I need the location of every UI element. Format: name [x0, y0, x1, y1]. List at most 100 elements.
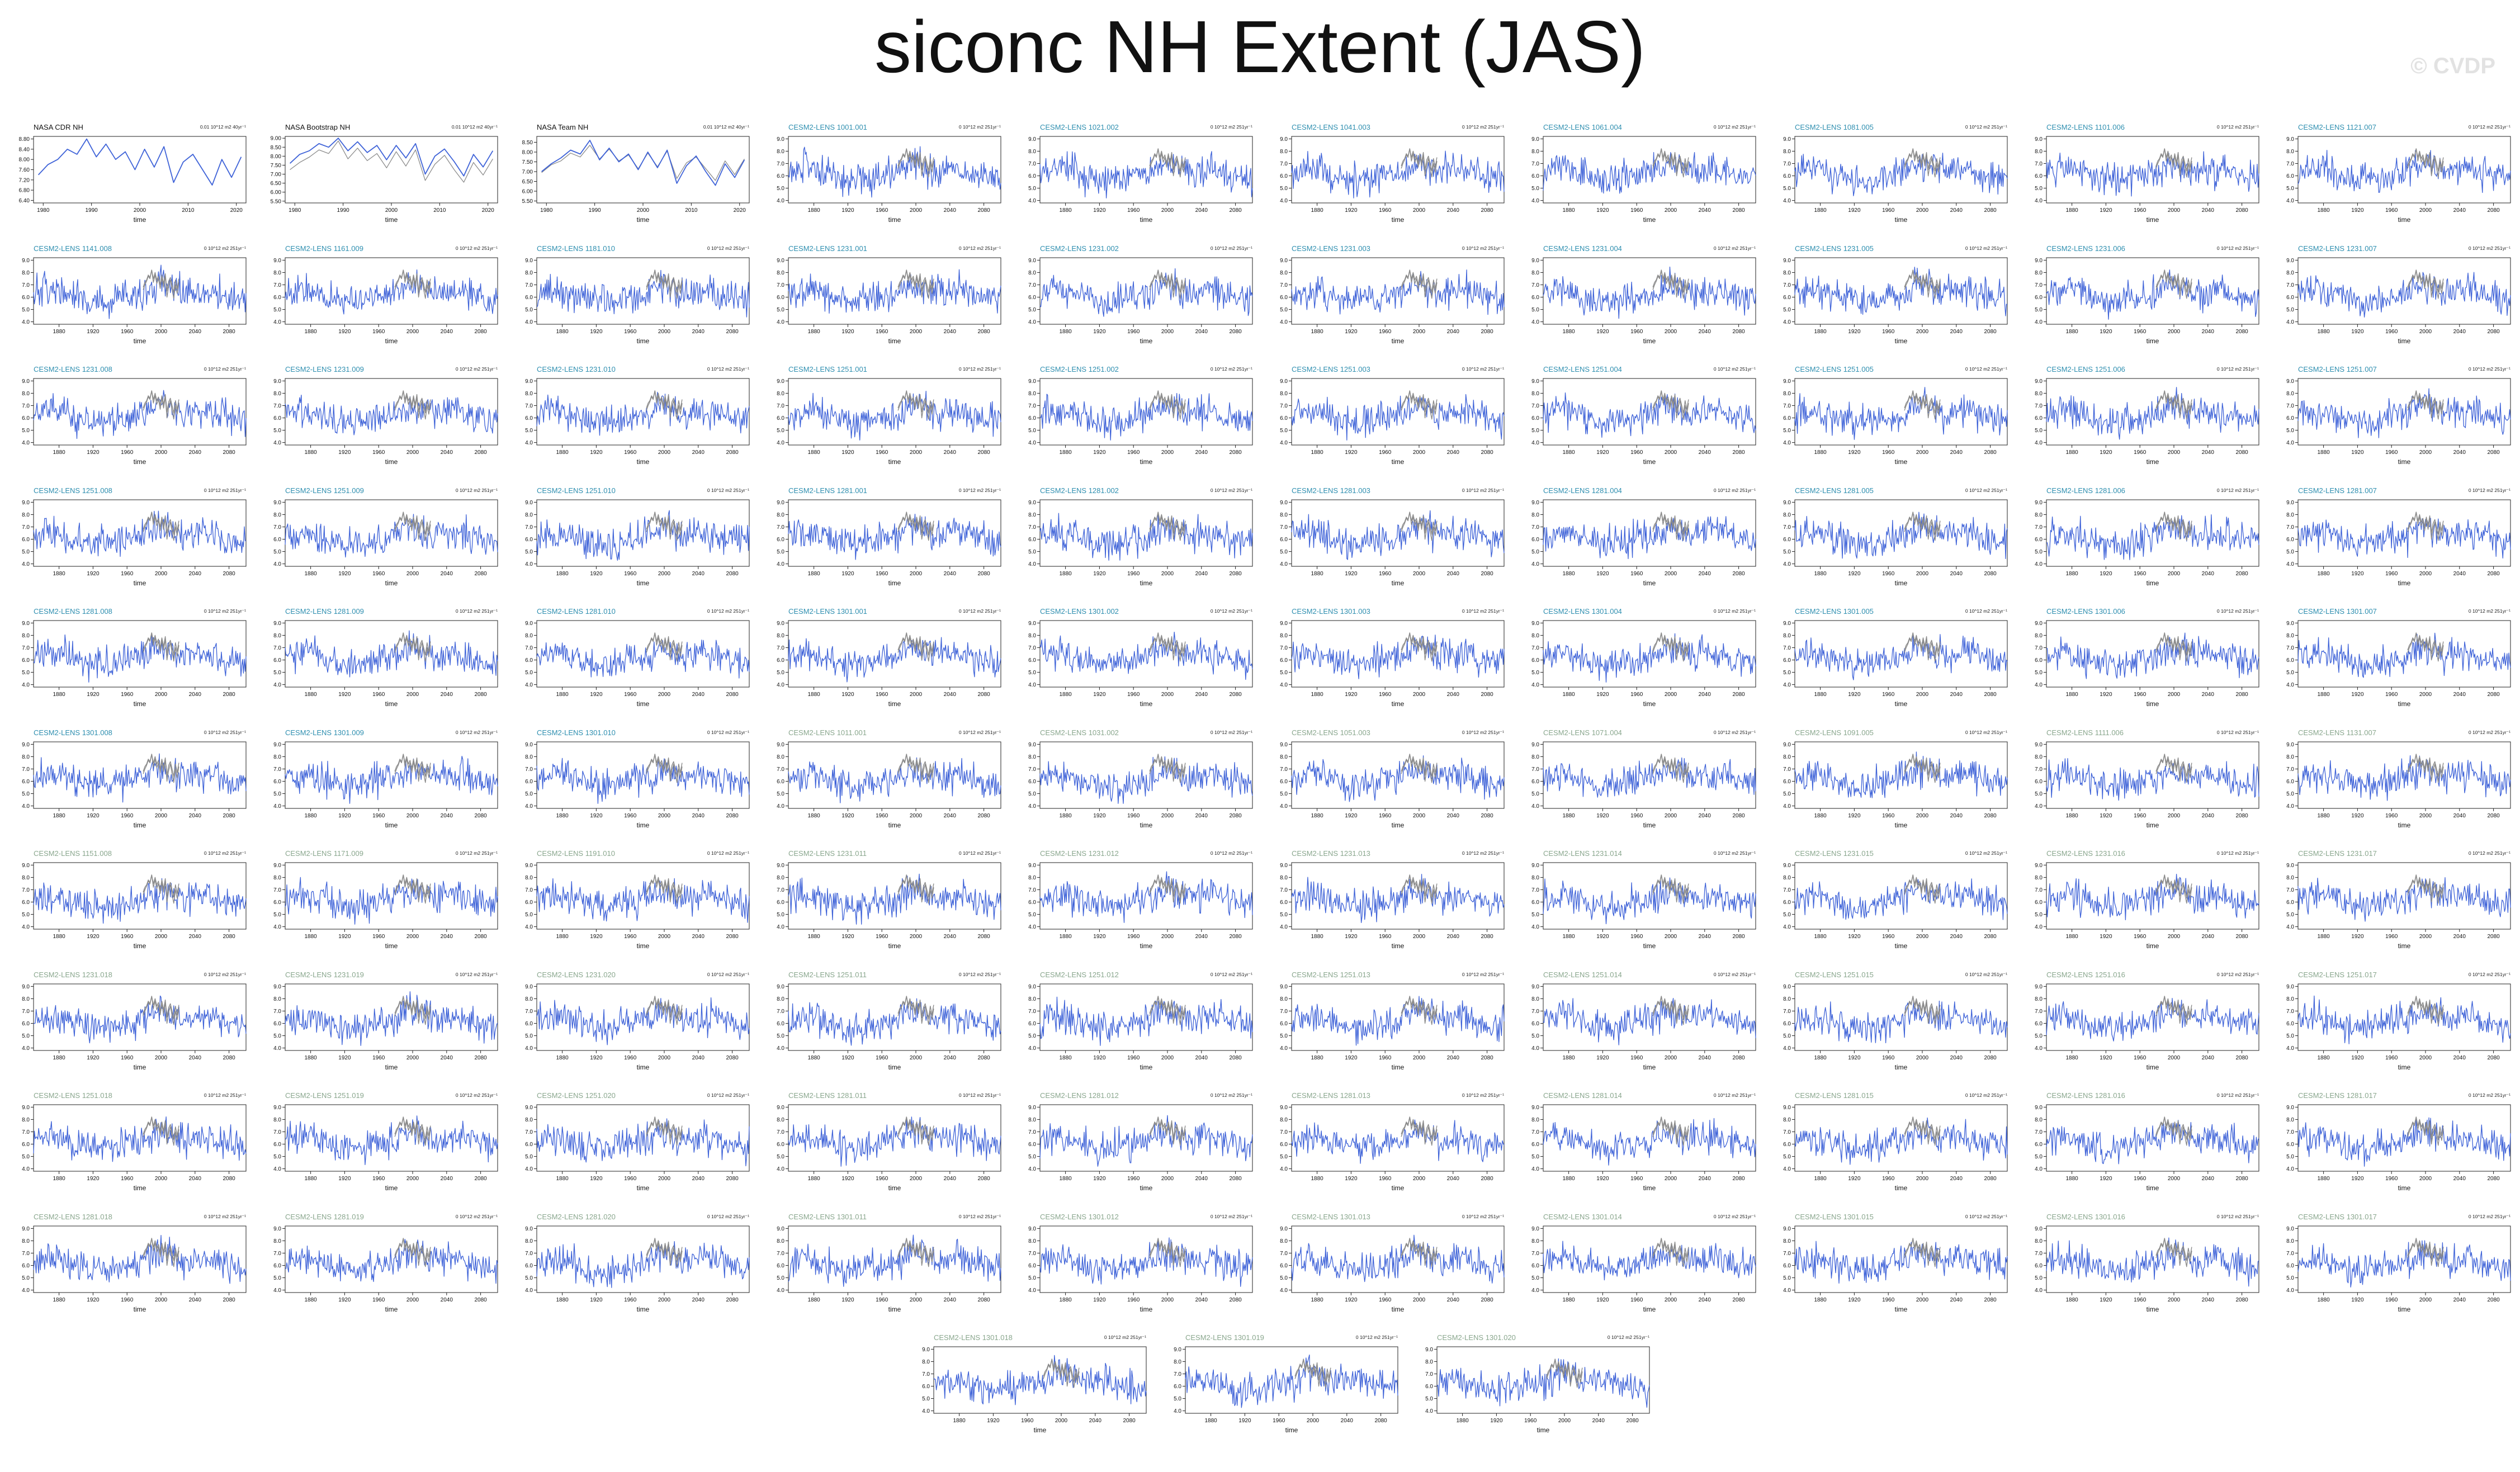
obs-overlay-line — [1904, 995, 1941, 1019]
model-series-line — [2297, 150, 2511, 193]
obs-overlay-line — [1401, 874, 1438, 898]
y-tick-label: 6.0 — [2286, 779, 2294, 785]
y-tick-label: 6.0 — [273, 1021, 281, 1027]
panel-title: CESM2-LENS 1301.019 — [1185, 1333, 1264, 1342]
x-tick-label: 1880 — [2317, 1297, 2330, 1303]
chart-panel: CESM2-LENS 1171.009 0 10^12 m2 251yr⁻¹ 188… — [258, 848, 503, 952]
x-axis-label: time — [637, 579, 650, 587]
y-tick-label: 4.0 — [1280, 440, 1288, 446]
y-tick-label: 7.0 — [1531, 161, 1539, 167]
x-tick-label: 1960 — [1127, 1297, 1140, 1303]
x-tick-label: 2040 — [2202, 1297, 2215, 1303]
chart-panel: CESM2-LENS 1281.008 0 10^12 m2 251yr⁻¹ 188… — [7, 606, 252, 709]
x-tick-label: 1880 — [53, 1055, 65, 1061]
y-tick-label: 4.0 — [1531, 1288, 1539, 1294]
y-tick-label: 4.0 — [2286, 1288, 2294, 1294]
panel-units: 0 10^12 m2 251yr⁻¹ — [204, 487, 246, 493]
y-tick-label: 4.0 — [1280, 682, 1288, 688]
y-tick-label: 8.0 — [1280, 391, 1288, 397]
x-tick-label: 2080 — [1984, 207, 1997, 214]
x-tick-label: 1880 — [807, 813, 820, 819]
y-tick-label: 6.0 — [22, 295, 30, 301]
x-axis-label: time — [385, 1184, 398, 1192]
x-tick-label: 2000 — [1665, 571, 1677, 577]
x-tick-label: 2080 — [1732, 934, 1745, 940]
model-series-line — [1039, 1237, 1253, 1287]
x-tick-label: 2040 — [1447, 692, 1460, 698]
panel-svg: CESM2-LENS 1031.002 0 10^12 m2 251yr⁻¹188… — [1028, 728, 1253, 829]
chart-panel: CESM2-LENS 1301.011 0 10^12 m2 251yr⁻¹ 188… — [762, 1211, 1006, 1315]
y-tick-label: 9.0 — [1531, 499, 1539, 505]
panel-title: CESM2-LENS 1231.002 — [1040, 244, 1119, 253]
x-axis-label: time — [1034, 1426, 1047, 1434]
obs-overlay-line — [394, 995, 431, 1019]
model-series-line — [1543, 997, 1756, 1045]
obs-overlay-line — [1401, 511, 1438, 541]
plot-frame — [285, 1225, 498, 1293]
panel-units: 0 10^12 m2 251yr⁻¹ — [456, 972, 498, 977]
panel-units: 0 10^12 m2 251yr⁻¹ — [1462, 608, 1504, 614]
model-series-line — [1291, 996, 1505, 1045]
obs-overlay-line — [2155, 753, 2192, 783]
plot-frame — [2297, 499, 2511, 566]
panel-svg: NASA Bootstrap NH 0.01 10^12 m2 40yr⁻¹198… — [271, 123, 498, 224]
y-tick-label: 9.0 — [1280, 136, 1288, 143]
y-tick-label: 6.0 — [1280, 415, 1288, 422]
panel-svg: CESM2-LENS 1231.013 0 10^12 m2 251yr⁻¹188… — [1280, 849, 1505, 950]
model-series-line — [536, 878, 750, 923]
x-tick-label: 2080 — [474, 692, 487, 698]
y-tick-label: 4.0 — [1280, 924, 1288, 930]
y-tick-label: 7.0 — [22, 403, 30, 409]
y-tick-label: 4.0 — [273, 561, 281, 567]
y-tick-label: 5.0 — [1028, 1275, 1036, 1281]
x-tick-label: 1880 — [2317, 329, 2330, 335]
obs-overlay-line — [1401, 269, 1438, 299]
panel-svg: CESM2-LENS 1301.018 0 10^12 m2 251yr⁻¹188… — [922, 1333, 1147, 1434]
obs-overlay-line — [1904, 1116, 1941, 1146]
x-tick-label: 1880 — [2317, 1055, 2330, 1061]
x-axis-label: time — [1895, 1063, 1908, 1071]
x-axis-label: time — [385, 337, 398, 345]
plot-frame — [2046, 620, 2259, 688]
x-tick-label: 1920 — [590, 329, 603, 335]
y-tick-label: 8.0 — [2286, 512, 2294, 518]
y-tick-label: 5.0 — [2035, 428, 2043, 434]
x-tick-label: 1880 — [1562, 571, 1575, 577]
model-series-line — [1291, 1234, 1505, 1284]
panel-svg: CESM2-LENS 1081.005 0 10^12 m2 251yr⁻¹188… — [1783, 123, 2008, 224]
obs-overlay-line — [143, 753, 179, 777]
obs-overlay-line — [1652, 148, 1689, 172]
panel-title: CESM2-LENS 1281.004 — [1543, 486, 1622, 495]
x-tick-label: 2040 — [944, 571, 957, 577]
model-series-line — [2297, 995, 2511, 1044]
model-series-line — [788, 873, 1001, 925]
obs-overlay-line — [2155, 269, 2192, 299]
y-tick-label: 4.0 — [2286, 198, 2294, 204]
y-tick-label: 9.0 — [1028, 257, 1036, 263]
x-tick-label: 1880 — [1562, 207, 1575, 214]
x-tick-label: 2040 — [1447, 934, 1460, 940]
x-axis-label: time — [1140, 942, 1153, 950]
panel-title: CESM2-LENS 1231.004 — [1543, 244, 1622, 253]
y-tick-label: 8.0 — [777, 996, 784, 1002]
y-tick-label: 7.0 — [777, 1008, 784, 1014]
y-tick-label: 4.0 — [525, 1045, 533, 1052]
y-tick-label: 8.0 — [1028, 269, 1036, 276]
obs-overlay-line — [2407, 148, 2444, 178]
y-tick-label: 8.0 — [777, 512, 784, 518]
y-tick-label: 5.0 — [1028, 186, 1036, 192]
chart-panel: CESM2-LENS 1281.012 0 10^12 m2 251yr⁻¹ 188… — [1013, 1090, 1258, 1194]
y-tick-label: 7.0 — [777, 282, 784, 288]
y-tick-label: 5.0 — [2286, 428, 2294, 434]
model-series-line — [933, 1355, 1147, 1405]
panel-title: CESM2-LENS 1251.001 — [788, 365, 867, 373]
panel-title: CESM2-LENS 1281.008 — [34, 607, 112, 616]
x-tick-label: 1960 — [1379, 207, 1392, 214]
x-tick-label: 1960 — [1882, 692, 1895, 698]
x-tick-label: 2000 — [1307, 1418, 1320, 1424]
x-tick-label: 1960 — [1630, 813, 1643, 819]
x-tick-label: 1880 — [1814, 207, 1827, 214]
x-tick-label: 2000 — [2168, 571, 2181, 577]
y-tick-label: 9.0 — [777, 863, 784, 869]
